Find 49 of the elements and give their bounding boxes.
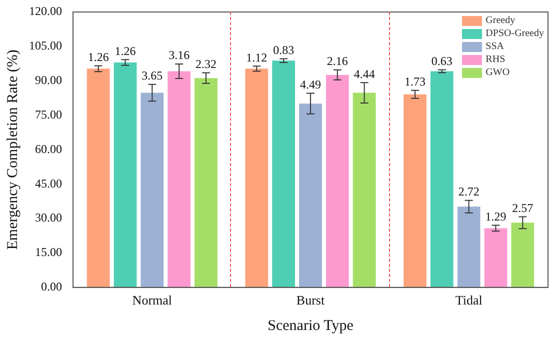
- bar: [114, 62, 137, 288]
- annotation: 1.73: [404, 74, 426, 89]
- y-tick-label: 90.00: [35, 73, 62, 88]
- legend-label: DPSO-Greedy: [486, 28, 544, 39]
- bar: [299, 104, 322, 288]
- bar: [245, 68, 268, 288]
- y-tick-label: 0.00: [41, 280, 62, 294]
- bar: [404, 94, 426, 288]
- bar: [168, 71, 191, 288]
- annotation: 3.16: [168, 48, 190, 62]
- y-tick-label: 30.00: [35, 210, 62, 225]
- annotation: 1.26: [114, 44, 136, 58]
- bar: [352, 92, 376, 288]
- legend-label: Greedy: [486, 15, 516, 26]
- bar: [484, 228, 508, 288]
- legend-label: RHS: [486, 54, 506, 65]
- annotation: 3.65: [142, 68, 163, 83]
- x-tick-label: Burst: [296, 292, 325, 308]
- y-tick-label: 15.00: [35, 245, 62, 260]
- y-tick-label: 120.00: [29, 4, 62, 18]
- annotation: 2.57: [512, 200, 534, 215]
- annotation: 0.83: [273, 42, 294, 57]
- y-tick-label: 60.00: [35, 142, 62, 156]
- annotation: 1.29: [485, 209, 506, 224]
- annotation: 1.26: [88, 50, 109, 64]
- legend-label: GWO: [486, 67, 510, 78]
- x-axis-title: Scenario Type: [268, 318, 354, 334]
- y-tick-label: 45.00: [35, 176, 62, 190]
- annotation: 2.32: [196, 56, 216, 71]
- bar: [511, 222, 534, 288]
- annotation: 4.49: [300, 77, 321, 92]
- bar: [194, 78, 218, 288]
- bar: [272, 60, 296, 288]
- x-tick-label: Tidal: [455, 292, 483, 308]
- annotation: 1.12: [246, 50, 268, 64]
- annotation: 2.16: [326, 54, 348, 68]
- bar: [140, 92, 164, 288]
- annotation: 4.44: [354, 66, 375, 81]
- y-tick-label: 75.00: [35, 107, 62, 122]
- x-tick-label: Normal: [132, 292, 172, 308]
- y-tick-label: 105.00: [29, 38, 62, 53]
- bar: [430, 71, 454, 288]
- legend-label: SSA: [486, 41, 504, 52]
- annotation: 0.63: [431, 54, 452, 68]
- y-axis-title: Emergency Completion Rate (%): [4, 50, 21, 250]
- bar: [326, 74, 349, 288]
- bar: [86, 68, 110, 288]
- annotation: 2.72: [458, 184, 480, 199]
- bar: [457, 206, 480, 288]
